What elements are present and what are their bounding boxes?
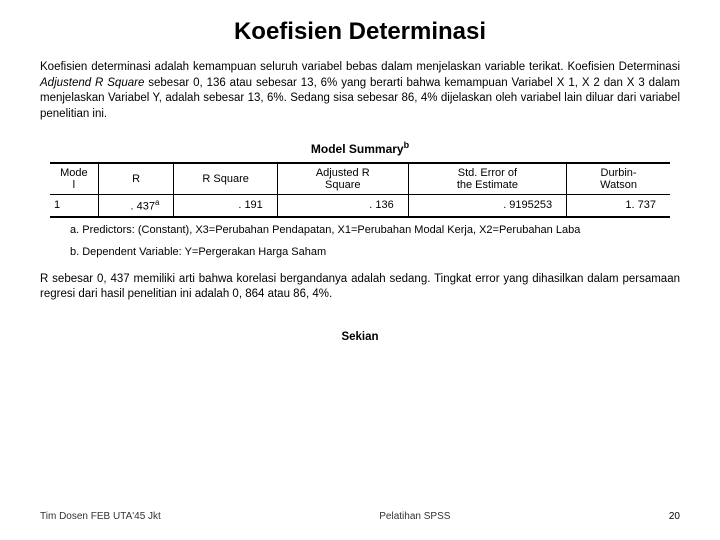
page-title: Koefisien Determinasi [40, 18, 680, 46]
model-summary-table: Model R R Square Adjusted RSquare Std. E… [50, 162, 670, 218]
cell-rsquare: . 191 [174, 195, 277, 217]
table-row: 1 . 437a . 191 . 136 . 9195253 1. 737 [50, 195, 670, 217]
footnote-b: b. Dependent Variable: Y=Pergerakan Harg… [70, 246, 670, 258]
table-title: Model Summaryb [40, 140, 680, 156]
footer-page-number: 20 [669, 511, 680, 522]
footer-left: Tim Dosen FEB UTA'45 Jkt [40, 511, 161, 522]
table-title-sup: b [404, 140, 410, 150]
col-model: Model [50, 163, 98, 195]
col-r: R [98, 163, 174, 195]
footer-center: Pelatihan SPSS [379, 511, 450, 522]
cell-r: . 437a [98, 195, 174, 217]
cell-adj-rsquare: . 136 [277, 195, 408, 217]
slide-footer: Tim Dosen FEB UTA'45 Jkt Pelatihan SPSS … [40, 511, 680, 522]
cell-model: 1 [50, 195, 98, 217]
footnote-a: a. Predictors: (Constant), X3=Perubahan … [70, 224, 670, 236]
table-title-text: Model Summary [311, 142, 404, 156]
cell-stderr: . 9195253 [408, 195, 566, 217]
para1-italic: Adjustend R Square [40, 77, 144, 89]
table-header-row: Model R R Square Adjusted RSquare Std. E… [50, 163, 670, 195]
col-stderr: Std. Error ofthe Estimate [408, 163, 566, 195]
col-durbin: Durbin-Watson [567, 163, 670, 195]
paragraph-intro: Koefisien determinasi adalah kemampuan s… [40, 60, 680, 122]
col-rsquare: R Square [174, 163, 277, 195]
para1-pre: Koefisien determinasi adalah kemampuan s… [40, 61, 680, 73]
col-adj-rsquare: Adjusted RSquare [277, 163, 408, 195]
cell-durbin: 1. 737 [567, 195, 670, 217]
paragraph-r: R sebesar 0, 437 memiliki arti bahwa kor… [40, 272, 680, 303]
closing-text: Sekian [40, 331, 680, 343]
